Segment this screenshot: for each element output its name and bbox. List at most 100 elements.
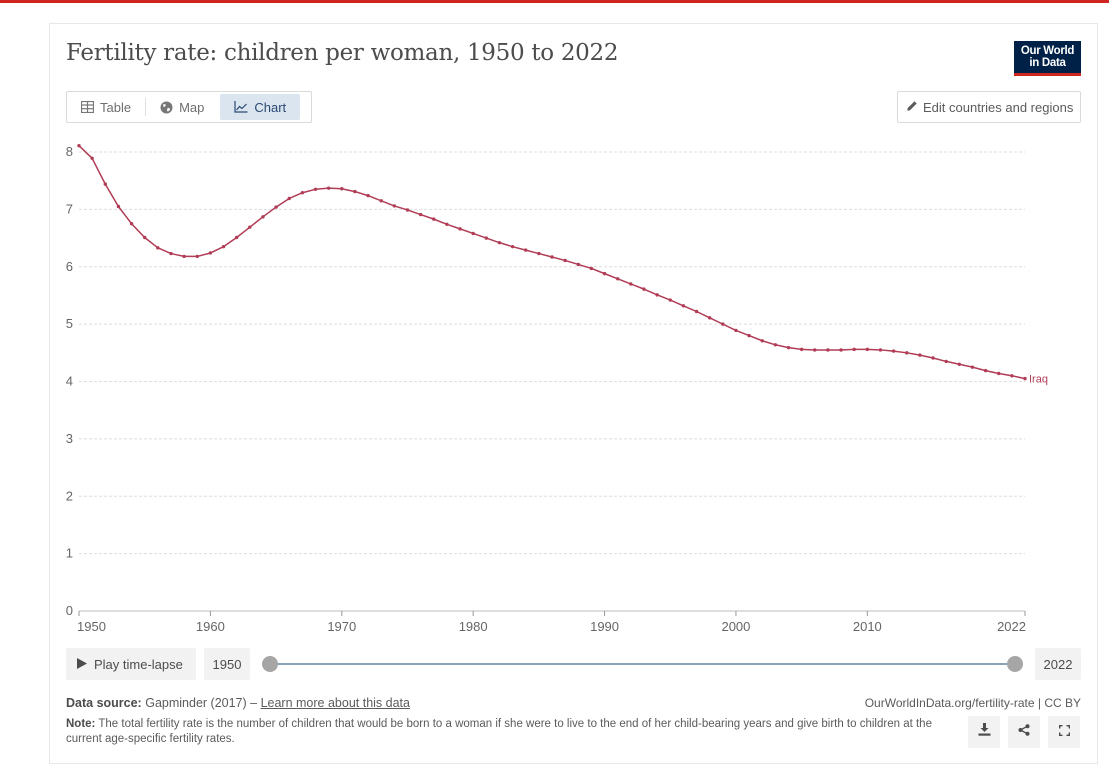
fullscreen-button[interactable]: [1048, 716, 1080, 748]
data-point: [629, 282, 633, 286]
y-tick-label: 2: [66, 488, 73, 503]
tab-map-label: Map: [179, 99, 205, 115]
data-source: Data source: Gapminder (2017) – Learn mo…: [66, 696, 410, 710]
data-point: [432, 217, 436, 221]
data-point: [142, 235, 147, 240]
data-point: [326, 186, 331, 190]
x-tick-label: 1980: [459, 619, 488, 634]
pencil-icon: [906, 100, 918, 115]
top-accent-bar: [0, 0, 1109, 3]
data-point: [576, 262, 580, 267]
x-tick-label: 1990: [590, 619, 619, 634]
logo-line1: Our World: [1020, 45, 1075, 57]
data-point: [944, 359, 948, 364]
y-tick-label: 0: [66, 603, 73, 618]
chart-note: Note: The total fertility rate is the nu…: [66, 717, 966, 747]
y-tick-label: 8: [66, 144, 73, 159]
start-year-box[interactable]: 1950: [204, 648, 250, 680]
tab-map[interactable]: Map: [146, 92, 218, 122]
play-timelapse-button[interactable]: Play time-lapse: [66, 648, 196, 680]
chart-url-license[interactable]: OurWorldInData.org/fertility-rate | CC B…: [864, 696, 1081, 710]
data-point: [458, 227, 462, 231]
data-point: [405, 208, 410, 212]
data-point: [208, 251, 213, 255]
data-point: [313, 187, 318, 191]
data-point: [379, 199, 383, 203]
data-point: [234, 235, 239, 240]
line-chart-icon: [234, 101, 248, 113]
data-point: [786, 345, 791, 350]
data-point: [116, 204, 121, 209]
data-point: [813, 348, 817, 352]
edit-countries-button[interactable]: Edit countries and regions: [897, 91, 1081, 123]
data-point: [589, 266, 594, 271]
data-point: [997, 371, 1001, 376]
data-point: [747, 333, 751, 338]
data-point: [90, 156, 94, 161]
data-point: [550, 255, 554, 259]
data-point: [248, 225, 252, 229]
data-point: [773, 343, 778, 347]
x-tick-label: 2022: [997, 619, 1026, 634]
data-point: [484, 236, 489, 240]
data-point: [156, 246, 160, 250]
data-point: [261, 215, 265, 219]
data-point: [418, 212, 423, 217]
tab-chart[interactable]: Chart: [220, 94, 301, 120]
y-tick-label: 4: [66, 374, 73, 389]
share-icon: [1018, 723, 1030, 741]
y-tick-label: 7: [66, 201, 73, 216]
note-label: Note:: [66, 718, 96, 730]
chart-frame: [49, 23, 1098, 764]
data-point: [340, 187, 344, 191]
data-point: [524, 248, 528, 252]
share-button[interactable]: [1008, 716, 1040, 748]
data-point: [918, 353, 922, 357]
data-point: [195, 254, 199, 259]
data-point: [878, 348, 883, 352]
data-point: [353, 189, 357, 194]
edit-countries-label: Edit countries and regions: [923, 99, 1074, 115]
data-point: [274, 205, 278, 209]
logo-line2: in Data: [1029, 57, 1066, 69]
data-point: [103, 182, 107, 186]
data-point: [287, 196, 291, 201]
owid-logo[interactable]: Our World in Data: [1014, 41, 1081, 76]
timeline-start-handle[interactable]: [262, 656, 278, 672]
y-tick-label: 5: [66, 316, 73, 331]
data-point: [707, 316, 712, 320]
data-point: [1010, 374, 1014, 378]
tab-table[interactable]: Table: [67, 98, 147, 116]
data-point: [826, 348, 830, 352]
data-point: [734, 328, 738, 333]
data-point: [721, 322, 725, 326]
tab-chart-label: Chart: [254, 99, 287, 115]
expand-icon: [1058, 723, 1070, 741]
timeline-track[interactable]: [270, 663, 1015, 665]
data-point: [221, 244, 226, 249]
data-point: [681, 304, 686, 308]
end-year-box[interactable]: 2022: [1035, 648, 1081, 680]
data-point: [799, 347, 804, 352]
tab-table-label: Table: [100, 99, 132, 115]
learn-more-link[interactable]: Learn more about this data: [260, 696, 410, 710]
data-point: [839, 348, 843, 352]
data-point: [905, 351, 909, 355]
series-label: Iraq: [1029, 374, 1048, 386]
data-point: [668, 298, 672, 302]
data-point: [471, 231, 475, 236]
download-button[interactable]: [968, 716, 1000, 748]
x-tick-label: 1970: [327, 619, 356, 634]
note-text: The total fertility rate is the number o…: [66, 718, 932, 745]
timeline-end-handle[interactable]: [1007, 656, 1023, 672]
view-tabs: Table Map Chart: [66, 91, 312, 123]
data-point: [445, 222, 449, 226]
data-point: [300, 191, 305, 195]
play-label: Play time-lapse: [94, 656, 183, 672]
data-point: [602, 271, 607, 276]
data-point: [366, 193, 370, 198]
y-tick-label: 1: [66, 546, 73, 561]
data-point: [1023, 376, 1027, 381]
data-point: [760, 339, 764, 343]
